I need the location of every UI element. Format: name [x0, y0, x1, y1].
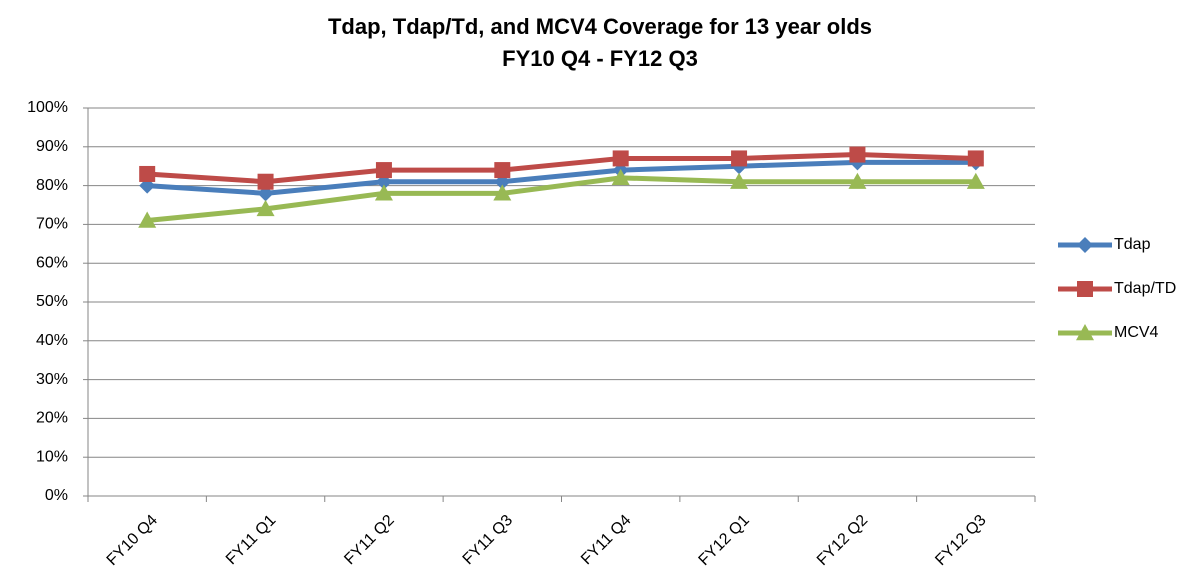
legend-label: Tdap/TD — [1114, 280, 1176, 297]
x-tick-label: FY11 Q2 — [341, 512, 398, 569]
legend-label: MCV4 — [1114, 324, 1159, 341]
marker — [966, 172, 985, 189]
chart-title: FY10 Q4 - FY12 Q3 — [502, 46, 698, 71]
marker — [493, 184, 512, 201]
marker — [257, 173, 274, 190]
marker — [374, 184, 393, 201]
marker — [731, 150, 748, 167]
marker — [1076, 324, 1094, 341]
y-tick-label: 60% — [36, 254, 68, 271]
marker — [848, 172, 867, 189]
series-line — [146, 175, 976, 224]
x-tick-label: FY12 Q2 — [814, 512, 871, 569]
y-tick-label: 50% — [36, 293, 68, 310]
marker — [1077, 237, 1093, 253]
y-tick-label: 10% — [36, 448, 68, 465]
y-tick-label: 70% — [36, 216, 68, 233]
marker — [611, 168, 630, 186]
y-tick-label: 0% — [45, 487, 68, 504]
x-tick-label: FY12 Q3 — [932, 512, 989, 569]
legend-label: Tdap — [1114, 236, 1151, 253]
marker — [256, 199, 275, 217]
marker — [138, 211, 157, 228]
marker — [967, 150, 984, 167]
y-tick-label: 40% — [36, 332, 68, 349]
y-tick-label: 90% — [36, 138, 68, 155]
marker — [612, 150, 629, 167]
x-tick-label: FY11 Q4 — [578, 512, 635, 569]
series-line — [147, 152, 976, 185]
y-tick-label: 100% — [27, 99, 68, 116]
x-tick-label: FY12 Q1 — [696, 512, 753, 569]
x-tick-label: FY10 Q4 — [104, 512, 161, 569]
marker — [139, 165, 156, 182]
y-tick-label: 30% — [36, 371, 68, 388]
marker — [1077, 281, 1093, 297]
y-tick-label: 80% — [36, 177, 68, 194]
x-tick-label: FY11 Q1 — [223, 512, 280, 569]
x-tick-label: FY11 Q3 — [460, 512, 517, 569]
marker — [375, 162, 392, 179]
chart-title: Tdap, Tdap/Td, and MCV4 Coverage for 13 … — [328, 14, 872, 39]
marker — [730, 172, 749, 189]
y-tick-label: 20% — [36, 410, 68, 427]
marker — [849, 146, 866, 163]
series-line — [147, 159, 976, 196]
marker — [494, 162, 511, 179]
